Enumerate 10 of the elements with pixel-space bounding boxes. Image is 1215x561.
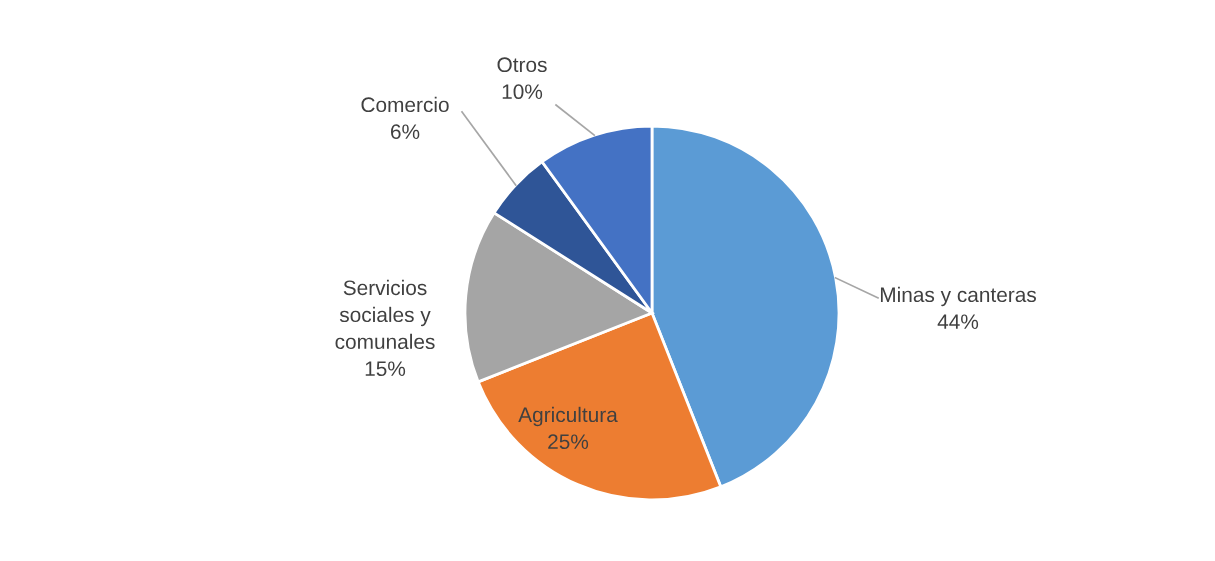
data-label: 44% — [937, 314, 979, 329]
data-label: 10% — [502, 84, 543, 100]
data-label: 25% — [548, 434, 589, 450]
slice-label: Minas y canteras — [880, 286, 1036, 307]
slice-label: Servicios sociales y comunales — [335, 279, 435, 350]
slice-label: Otros — [497, 57, 547, 73]
slice-label: Comercio — [361, 96, 449, 113]
slice-label: Agricultura — [518, 406, 618, 427]
data-label: 6% — [391, 124, 420, 140]
data-label: 15% — [365, 361, 406, 377]
